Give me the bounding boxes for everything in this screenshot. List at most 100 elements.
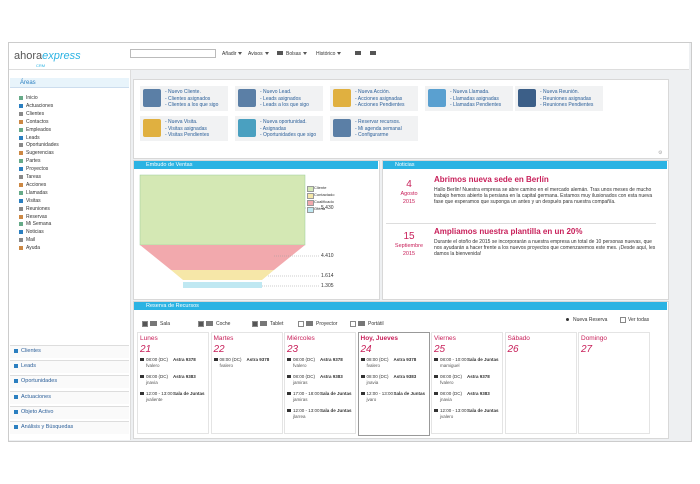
- shortcut-link[interactable]: - Leads asignados: [260, 95, 301, 102]
- sidebar-section: [10, 405, 129, 419]
- sidebar-item[interactable]: Actuaciones: [26, 102, 54, 109]
- sidebar-item[interactable]: Acciones: [26, 181, 47, 188]
- logo-suffix: express: [42, 50, 81, 62]
- shortcut-link[interactable]: - Clientes asignados: [165, 95, 211, 102]
- radio[interactable]: [566, 318, 569, 321]
- shortcut-link[interactable]: - Oportunidades que sigo: [260, 132, 317, 138]
- sidebar-item[interactable]: Noticias: [26, 229, 44, 236]
- view-all[interactable]: Ver todas: [628, 317, 650, 323]
- funnel-label: 4.410: [321, 253, 334, 259]
- filter-checkbox[interactable]: [298, 321, 304, 327]
- shortcut-link[interactable]: - Clientes a los que sigo: [165, 102, 219, 108]
- sidebar-item[interactable]: Tareas: [26, 174, 42, 180]
- menu-icon[interactable]: [370, 51, 376, 55]
- sidebar-item[interactable]: Mail: [26, 237, 36, 244]
- checkbox[interactable]: [620, 317, 626, 323]
- event-user: jnavia: [146, 380, 158, 385]
- menu-icon[interactable]: [355, 51, 361, 55]
- shortcut-link[interactable]: - Nuevo Cliente.: [165, 89, 201, 95]
- sidebar-section: [10, 421, 129, 434]
- shortcut-link[interactable]: - Nueva Reunión.: [540, 89, 579, 95]
- menu-item[interactable]: Avisos: [248, 51, 269, 57]
- event-user: fvalero: [219, 363, 234, 368]
- filter-checkbox[interactable]: [198, 321, 204, 327]
- filter-label[interactable]: Proyector: [316, 321, 338, 327]
- news-title[interactable]: Ampliamos nuestra plantilla en un 20%: [434, 227, 583, 236]
- event-time: 08:00 (DC): [146, 374, 169, 379]
- sidebar-item[interactable]: Proyectos: [26, 166, 49, 173]
- top-bar: [9, 43, 689, 70]
- event-resource: Astra 9378: [173, 357, 196, 362]
- day-date: 24: [360, 344, 372, 355]
- filter-checkbox[interactable]: [142, 321, 148, 327]
- shortcut-link[interactable]: - Reuniones Pendientes: [540, 102, 594, 108]
- day-name: Sábado: [507, 335, 530, 342]
- funnel-stage: [183, 282, 262, 288]
- filter-label[interactable]: Coche: [216, 321, 231, 327]
- event-resource: Astra 9378: [467, 374, 490, 379]
- menu-item[interactable]: Añadir: [222, 51, 243, 57]
- shortcut-link[interactable]: - Nueva Llamada.: [450, 89, 490, 95]
- shortcut-link[interactable]: - Nueva Acción.: [355, 89, 391, 95]
- shortcut-link[interactable]: - Asignadas: [260, 125, 287, 132]
- sidebar-section: [10, 345, 129, 358]
- shortcut-link[interactable]: - Acciones Pendientes: [355, 102, 405, 108]
- event-time: 08:00 (DC): [293, 357, 316, 362]
- shortcut-link[interactable]: - Configurarme: [355, 132, 389, 138]
- sidebar-item[interactable]: Ayuda: [26, 245, 41, 252]
- shortcut-icon: [143, 89, 161, 107]
- shortcut-link[interactable]: - Visitas asignadas: [165, 125, 207, 132]
- event-icon: [140, 375, 144, 378]
- menu-icon[interactable]: [277, 51, 283, 55]
- sidebar-item[interactable]: Contactos: [26, 118, 49, 125]
- filter-label[interactable]: Sala: [160, 321, 171, 327]
- event-icon: [434, 375, 438, 378]
- shortcut-link[interactable]: - Llamadas asignadas: [450, 95, 499, 102]
- event-resource: Sala de Juntas: [393, 391, 426, 396]
- sidebar-section-title[interactable]: Leads: [21, 363, 36, 370]
- filter-checkbox[interactable]: [252, 321, 258, 327]
- shortcut-link[interactable]: - Llamadas Pendientes: [450, 102, 502, 108]
- sidebar-item[interactable]: Empleados: [26, 126, 52, 133]
- shortcut-link[interactable]: - Visitas Pendientes: [165, 132, 210, 138]
- news-title[interactable]: Abrimos nueva sede en Berlín: [434, 175, 549, 184]
- shortcut-link[interactable]: - Nueva Visita.: [165, 119, 198, 125]
- menu-item[interactable]: Histórico: [316, 51, 342, 57]
- filter-label[interactable]: Tablet: [270, 321, 284, 327]
- sidebar-item[interactable]: Leads: [26, 134, 40, 141]
- shortcut-link[interactable]: - Nuevo Lead.: [260, 89, 292, 95]
- sidebar-section-title[interactable]: Oportunidades: [21, 378, 58, 385]
- event-time: 12:00 - 13:00: [440, 408, 467, 413]
- search-box[interactable]: [130, 49, 216, 58]
- shortcut-link[interactable]: - Reservar recursos.: [355, 119, 401, 125]
- sidebar-section-title[interactable]: Actuaciones: [21, 393, 51, 400]
- sidebar-item[interactable]: Reuniones: [26, 205, 50, 212]
- sidebar-item[interactable]: Mi Semana: [26, 221, 52, 228]
- panel-gear[interactable]: ⚙: [658, 150, 663, 156]
- shortcut-link[interactable]: - Nueva oportunidad.: [260, 119, 307, 125]
- event-user: jlarrea: [293, 414, 306, 419]
- sidebar-item[interactable]: Partes: [26, 158, 41, 165]
- day-date: 25: [434, 344, 446, 355]
- sidebar-item[interactable]: Sugerencias: [26, 150, 54, 157]
- event-resource: Astra 9378: [246, 357, 270, 362]
- filter-checkbox[interactable]: [350, 321, 356, 327]
- filter-label[interactable]: Portátil: [368, 321, 384, 327]
- sidebar-item[interactable]: Inicio: [26, 95, 38, 101]
- sidebar-section-title[interactable]: Clientes: [21, 348, 41, 354]
- sidebar-item[interactable]: Visitas: [26, 197, 41, 204]
- sidebar-section-title[interactable]: Análisis y Búsquedas: [21, 424, 74, 430]
- event-user: jamiras: [293, 380, 308, 385]
- shortcut-link[interactable]: - Leads a los que sigo: [260, 102, 309, 108]
- shortcut-link[interactable]: - Acciones asignadas: [355, 95, 403, 102]
- shortcut-link[interactable]: - Mi agenda semanal: [355, 125, 402, 132]
- menu-item[interactable]: Bolsas: [286, 51, 308, 57]
- sidebar-item[interactable]: Oportunidades: [26, 142, 59, 149]
- shortcut-link[interactable]: - Reuniones asignadas: [540, 95, 592, 102]
- new-reservation[interactable]: Nueva Reserva: [573, 317, 608, 323]
- sidebar-section-title[interactable]: Objeto Activo: [21, 408, 54, 415]
- sidebar-item[interactable]: Clientes: [26, 110, 45, 117]
- sidebar-item[interactable]: Llamadas: [26, 189, 48, 196]
- sidebar-item[interactable]: Reservas: [26, 213, 48, 220]
- event-resource: Sala de Juntas: [467, 357, 499, 362]
